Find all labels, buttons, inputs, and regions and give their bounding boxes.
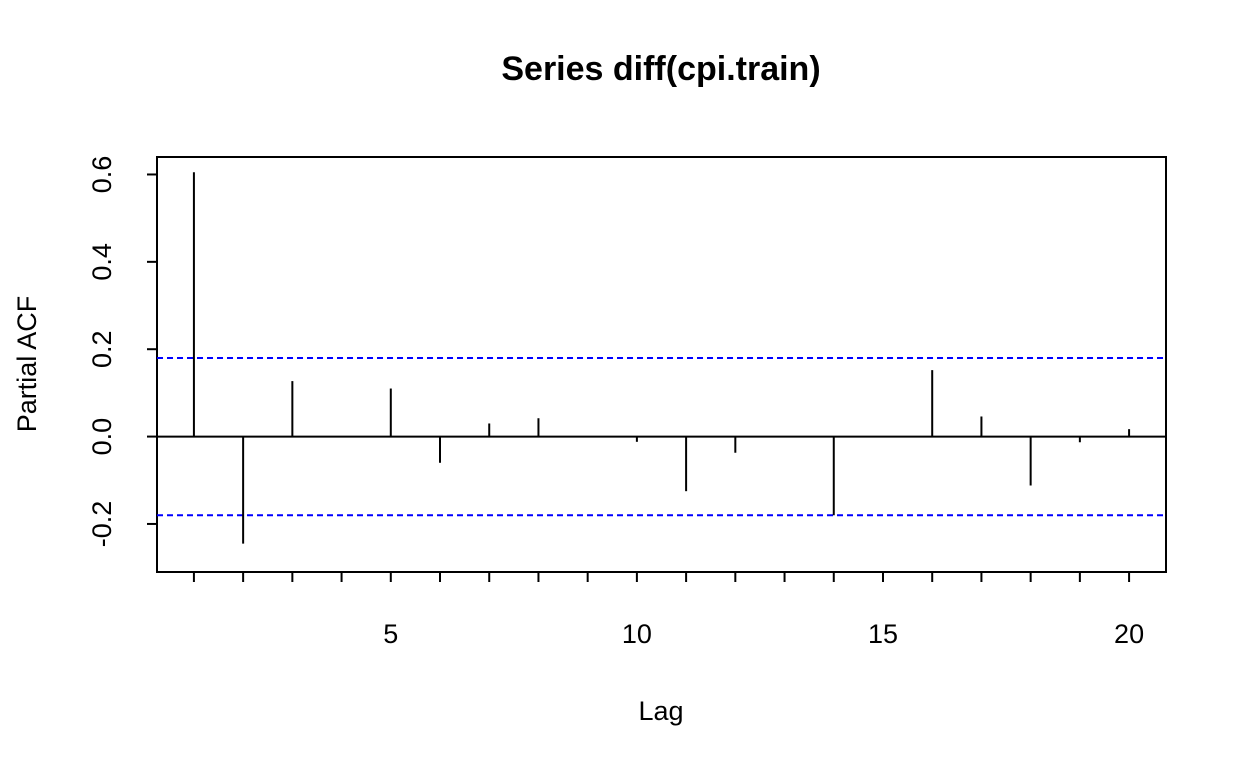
y-axis-label: Partial ACF bbox=[12, 296, 42, 433]
y-tick-label-4: 0.6 bbox=[87, 156, 117, 194]
x-tick-label-20: 20 bbox=[1114, 619, 1144, 649]
y-tick-label-3: 0.4 bbox=[87, 243, 117, 281]
y-axis: -0.2 0.0 0.2 0.4 0.6 bbox=[87, 156, 157, 548]
y-tick-label-1: 0.0 bbox=[87, 418, 117, 456]
y-tick-label-2: 0.2 bbox=[87, 330, 117, 368]
x-axis-label: Lag bbox=[638, 696, 683, 726]
x-tick-label-10: 10 bbox=[622, 619, 652, 649]
y-tick-label-0: -0.2 bbox=[87, 501, 117, 548]
plot-area bbox=[157, 172, 1166, 544]
chart-title: Series diff(cpi.train) bbox=[501, 50, 820, 88]
plot-frame bbox=[156, 156, 1167, 573]
x-tick-label-5: 5 bbox=[383, 619, 398, 649]
x-tick-label-15: 15 bbox=[868, 619, 898, 649]
x-axis: 5 10 15 20 bbox=[192, 572, 1144, 649]
